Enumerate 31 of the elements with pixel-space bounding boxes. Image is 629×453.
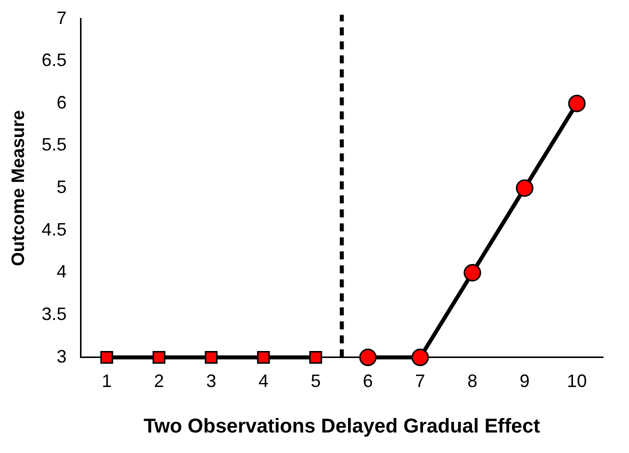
point [516, 179, 534, 197]
point [464, 264, 482, 282]
x-tick-label: 7 [415, 371, 426, 392]
y-tick-label: 6 [56, 92, 67, 112]
y-tick-label: 3.5 [42, 304, 67, 324]
y-tick-label: 5.5 [42, 134, 67, 155]
y-tick-label: 4 [56, 262, 67, 282]
x-tick-label: 2 [154, 371, 164, 392]
point [152, 350, 166, 364]
point [411, 348, 429, 366]
x-tick-label: 4 [258, 371, 268, 392]
y-tick-label: 4.5 [42, 219, 67, 240]
point [257, 350, 270, 364]
x-tick-label: 1 [102, 371, 112, 392]
x-tick-label: 5 [310, 371, 321, 392]
x-tick-label: 10 [566, 371, 587, 392]
x-tick-label: 6 [362, 371, 373, 392]
point [100, 350, 114, 364]
point [359, 348, 377, 366]
y-tick-label: 7 [56, 8, 67, 28]
x-tick-label: 3 [206, 371, 216, 392]
y-tick-label: 3 [56, 346, 67, 366]
y-axis-title: Outcome Measure [8, 110, 28, 266]
y-tick-label: 5 [56, 177, 67, 198]
point [309, 350, 322, 364]
x-axis-title: Two Observations Delayed Gradual Effect [144, 416, 540, 438]
x-tick-label: 9 [520, 371, 530, 392]
point [568, 94, 586, 112]
y-tick-label: 6.5 [42, 50, 67, 70]
x-tick-label: 8 [467, 371, 478, 392]
point [204, 350, 218, 364]
